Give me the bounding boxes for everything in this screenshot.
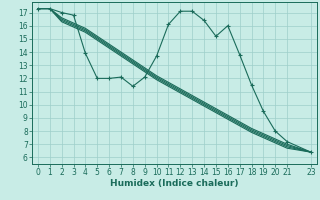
X-axis label: Humidex (Indice chaleur): Humidex (Indice chaleur) — [110, 179, 239, 188]
